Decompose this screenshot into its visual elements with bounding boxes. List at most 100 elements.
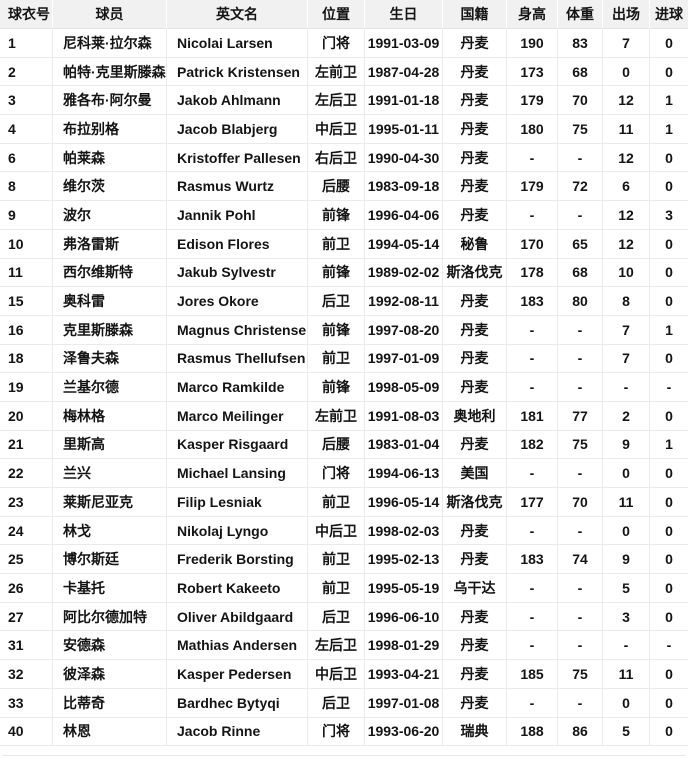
table-row: 11 西尔维斯特 Jakub Sylvestr 前锋 1989-02-02 斯洛伐克 178… bbox=[0, 258, 688, 288]
cell-goals: 0 bbox=[650, 660, 688, 689]
cell-weight: - bbox=[558, 344, 603, 374]
cell-height: - bbox=[507, 459, 558, 488]
cell-appearances: 7 bbox=[603, 29, 650, 58]
cell-birthday: 1998-02-03 bbox=[365, 516, 443, 546]
cell-appearances: 0 bbox=[603, 459, 650, 488]
cell-nationality: 丹麦 bbox=[443, 516, 507, 546]
cell-goals: 0 bbox=[650, 688, 688, 718]
cell-english_name: Kasper Risgaard bbox=[167, 430, 308, 460]
cell-player: 里斯高 bbox=[53, 430, 167, 460]
cell-height: 177 bbox=[507, 488, 558, 517]
cell-height: 185 bbox=[507, 660, 558, 689]
cell-english_name: Michael Lansing bbox=[167, 459, 308, 488]
cell-number: 23 bbox=[0, 488, 53, 517]
cell-height: 178 bbox=[507, 258, 558, 288]
cell-player: 彼泽森 bbox=[53, 660, 167, 689]
cell-position: 前锋 bbox=[308, 315, 365, 345]
column-header-goals: 进球 bbox=[650, 0, 688, 29]
table-row: 22 兰兴 Michael Lansing 门将 1994-06-13 美国 - -0 0 bbox=[0, 459, 688, 488]
cell-position: 门将 bbox=[308, 29, 365, 58]
cell-nationality: 丹麦 bbox=[443, 57, 507, 87]
cell-appearances: 5 bbox=[603, 574, 650, 603]
cell-number: 3 bbox=[0, 86, 53, 116]
cell-nationality: 瑞典 bbox=[443, 717, 507, 747]
cell-weight: - bbox=[558, 373, 603, 402]
cell-english_name: Nikolaj Lyngo bbox=[167, 516, 308, 546]
cell-appearances: 12 bbox=[603, 143, 650, 173]
cell-english_name: Kristoffer Pallesen bbox=[167, 143, 308, 173]
cell-goals: 0 bbox=[650, 488, 688, 517]
cell-position: 前锋 bbox=[308, 373, 365, 402]
cell-english_name: Edison Flores bbox=[167, 229, 308, 259]
cell-birthday: 1983-09-18 bbox=[365, 172, 443, 202]
cell-goals: 0 bbox=[650, 287, 688, 316]
cell-goals: 0 bbox=[650, 459, 688, 488]
cell-height: 170 bbox=[507, 229, 558, 259]
cell-appearances: 12 bbox=[603, 229, 650, 259]
cell-height: - bbox=[507, 143, 558, 173]
table-row: 4 布拉别格 Jacob Blabjerg 中后卫 1995-01-11 丹麦 180 75 1… bbox=[0, 115, 688, 144]
cell-player: 卡基托 bbox=[53, 574, 167, 603]
cell-weight: 68 bbox=[558, 258, 603, 288]
cell-height: 183 bbox=[507, 287, 558, 316]
cell-position: 中后卫 bbox=[308, 115, 365, 144]
cell-birthday: 1989-02-02 bbox=[365, 258, 443, 288]
cell-goals: 0 bbox=[650, 172, 688, 202]
cell-weight: 74 bbox=[558, 545, 603, 575]
table-row: 23 莱斯尼亚克 Filip Lesniak 前卫 1996-05-14 斯洛伐克 177 7… bbox=[0, 488, 688, 517]
cell-position: 左后卫 bbox=[308, 631, 365, 661]
cell-weight: 75 bbox=[558, 430, 603, 460]
table-body: 1 尼科莱·拉尔森 Nicolai Larsen 门将 1991-03-09 丹麦 190 8… bbox=[0, 29, 688, 747]
table-row: 20 梅林格 Marco Meilinger 左前卫 1991-08-03 奥地利 181 7… bbox=[0, 401, 688, 431]
cell-number: 25 bbox=[0, 545, 53, 575]
cell-number: 2 bbox=[0, 57, 53, 87]
cell-birthday: 1995-01-11 bbox=[365, 115, 443, 144]
cell-height: - bbox=[507, 373, 558, 402]
cell-height: 188 bbox=[507, 717, 558, 747]
cell-nationality: 丹麦 bbox=[443, 86, 507, 116]
cell-birthday: 1994-05-14 bbox=[365, 229, 443, 259]
cell-player: 林恩 bbox=[53, 717, 167, 747]
cell-nationality: 斯洛伐克 bbox=[443, 488, 507, 517]
cell-height: 179 bbox=[507, 86, 558, 116]
cell-number: 33 bbox=[0, 688, 53, 718]
cell-position: 前锋 bbox=[308, 258, 365, 288]
cell-weight: 70 bbox=[558, 488, 603, 517]
cell-appearances: 9 bbox=[603, 545, 650, 575]
cell-number: 4 bbox=[0, 115, 53, 144]
players-table: 球衣号 球员 英文名 位置 生日 国籍 身高 体重 出场 进球 1 尼科莱·拉尔森 Nicolai L… bbox=[0, 0, 688, 747]
cell-height: - bbox=[507, 315, 558, 345]
cell-english_name: Nicolai Larsen bbox=[167, 29, 308, 58]
cell-position: 后腰 bbox=[308, 430, 365, 460]
cell-english_name: Bardhec Bytyqi bbox=[167, 688, 308, 718]
cell-nationality: 秘鲁 bbox=[443, 229, 507, 259]
cell-player: 泽鲁夫森 bbox=[53, 344, 167, 374]
cell-birthday: 1991-08-03 bbox=[365, 401, 443, 431]
cell-appearances: 9 bbox=[603, 430, 650, 460]
cell-weight: 75 bbox=[558, 660, 603, 689]
cell-player: 林戈 bbox=[53, 516, 167, 546]
column-header-position: 位置 bbox=[308, 0, 365, 29]
cell-english_name: Mathias Andersen bbox=[167, 631, 308, 661]
cell-number: 40 bbox=[0, 717, 53, 747]
cell-player: 莱斯尼亚克 bbox=[53, 488, 167, 517]
table-row: 27 阿比尔德加特 Oliver Abildgaard 后卫 1996-06-10 丹麦 -… bbox=[0, 602, 688, 632]
cell-birthday: 1991-03-09 bbox=[365, 29, 443, 58]
column-header-nationality: 国籍 bbox=[443, 0, 507, 29]
cell-player: 比蒂奇 bbox=[53, 688, 167, 718]
cell-weight: - bbox=[558, 143, 603, 173]
cell-goals: 0 bbox=[650, 717, 688, 747]
cell-birthday: 1998-01-29 bbox=[365, 631, 443, 661]
table-row: 33 比蒂奇 Bardhec Bytyqi 后卫 1997-01-08 丹麦 - -0 0 bbox=[0, 688, 688, 718]
cell-appearances: 2 bbox=[603, 401, 650, 431]
cell-player: 帕特·克里斯滕森 bbox=[53, 57, 167, 87]
column-header-appearances: 出场 bbox=[603, 0, 650, 29]
cell-player: 布拉别格 bbox=[53, 115, 167, 144]
cell-height: 182 bbox=[507, 430, 558, 460]
cell-number: 8 bbox=[0, 172, 53, 202]
cell-player: 阿比尔德加特 bbox=[53, 602, 167, 632]
cell-weight: 86 bbox=[558, 717, 603, 747]
cell-goals: 3 bbox=[650, 201, 688, 230]
cell-weight: 83 bbox=[558, 29, 603, 58]
cell-birthday: 1995-02-13 bbox=[365, 545, 443, 575]
